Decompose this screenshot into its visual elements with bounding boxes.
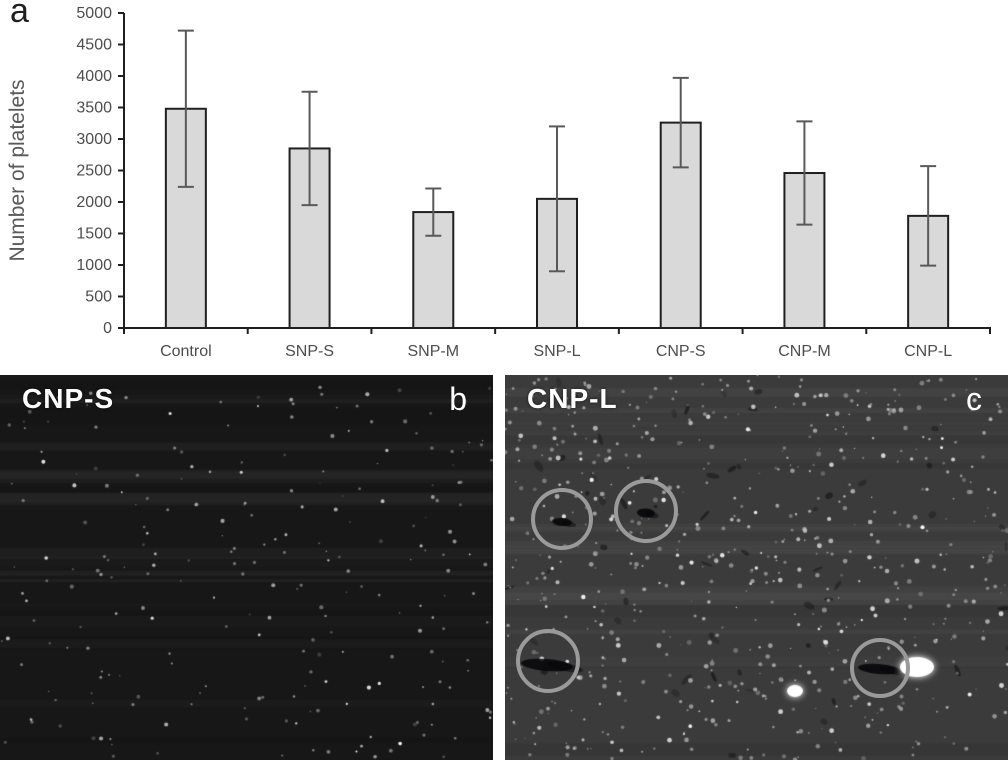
- micrograph-label-cnp-s: CNP-S: [22, 383, 115, 414]
- micrograph-label-cnp-l: CNP-L: [527, 383, 618, 414]
- y-axis-title: Number of platelets: [6, 79, 29, 261]
- annotation-circle-1: [531, 488, 593, 550]
- x-category-label: CNP-S: [656, 343, 706, 360]
- y-tick-label: 5000: [76, 5, 112, 22]
- annotation-circle-3: [516, 629, 580, 693]
- y-tick-label: 1500: [76, 226, 112, 243]
- y-tick-label: 2500: [76, 163, 112, 180]
- x-category-label: SNP-S: [285, 343, 334, 360]
- micrograph-panel-cnp-l: CNP-L c: [505, 375, 1008, 760]
- panel-letter-a: a: [10, 0, 29, 30]
- y-tick-label: 3500: [76, 100, 112, 117]
- micrograph-row: CNP-S b CNP-L c: [0, 375, 1008, 760]
- x-category-label: CNP-M: [778, 343, 830, 360]
- x-category-label: CNP-L: [904, 343, 952, 360]
- bar-chart-panel: a 0 500 1000 1500 2000 2500 3000 3500 4000 4500 50…: [0, 0, 1008, 375]
- y-tick-label: 1000: [76, 257, 112, 274]
- y-tick-label: 0: [103, 320, 112, 337]
- annotation-circle-4: [850, 638, 910, 698]
- panel-letter-b: b: [449, 381, 467, 417]
- annotation-circle-2: [614, 479, 678, 543]
- x-category-label: SNP-L: [533, 343, 580, 360]
- micrograph-image-cnp-l: [505, 375, 1008, 760]
- panel-letter-c: c: [966, 381, 982, 417]
- y-tick-label: 2000: [76, 194, 112, 211]
- y-tick-label: 4500: [76, 37, 112, 54]
- y-tick-label: 4000: [76, 68, 112, 85]
- y-tick-label: 3000: [76, 131, 112, 148]
- x-category-label: SNP-M: [408, 343, 460, 360]
- platelet-bar-chart: 0 500 1000 1500 2000 2500 3000 3500 4000 4500 5000…: [6, 5, 991, 360]
- micrograph-panel-cnp-s: CNP-S b: [0, 375, 493, 760]
- y-tick-label: 500: [85, 289, 112, 306]
- micrograph-image-cnp-s: [0, 375, 493, 760]
- x-category-label: Control: [160, 343, 212, 360]
